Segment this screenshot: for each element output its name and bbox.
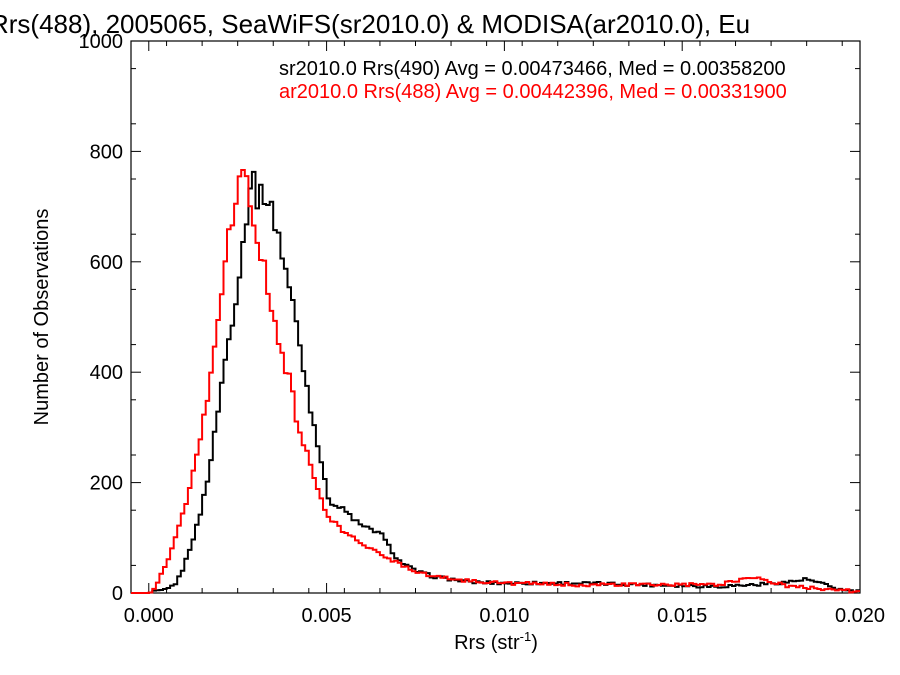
y-tick-label: 0 <box>112 583 123 605</box>
x-axis: 0.000 0.005 0.010 0.015 0.020 <box>124 41 885 627</box>
x-tick-label: 0.010 <box>479 605 529 627</box>
x-tick-label: 0.005 <box>302 605 352 627</box>
series-layer <box>131 169 860 594</box>
series-line-2 <box>131 169 860 594</box>
chart-title: Rrs(488), 2005065, SeaWiFS(sr2010.0) & M… <box>0 9 750 39</box>
x-tick-label: 0.000 <box>124 605 174 627</box>
x-axis-label: Rrs (str-1) <box>454 629 538 654</box>
x-axis-label-superscript: -1 <box>520 629 532 644</box>
x-axis-label-close: ) <box>531 632 538 654</box>
y-tick-label: 200 <box>90 473 123 495</box>
y-tick-label: 400 <box>90 362 123 384</box>
x-axis-label-main: Rrs (str <box>454 632 520 654</box>
plot-border <box>130 40 861 594</box>
legend-entry-series-2: ar2010.0 Rrs(488) Avg = 0.00442396, Med … <box>279 81 787 103</box>
plot-frame <box>130 40 861 594</box>
y-tick-label: 1000 <box>79 31 124 53</box>
y-tick-label: 600 <box>90 252 123 274</box>
x-tick-label: 0.020 <box>835 605 885 627</box>
y-tick-label: 800 <box>90 141 123 163</box>
y-axis: 0 200 400 600 800 1000 <box>79 31 860 605</box>
x-tick-label: 0.015 <box>657 605 707 627</box>
y-axis-label: Number of Observations <box>31 209 53 426</box>
legend-entry-series-1: sr2010.0 Rrs(490) Avg = 0.00473466, Med … <box>279 58 786 80</box>
